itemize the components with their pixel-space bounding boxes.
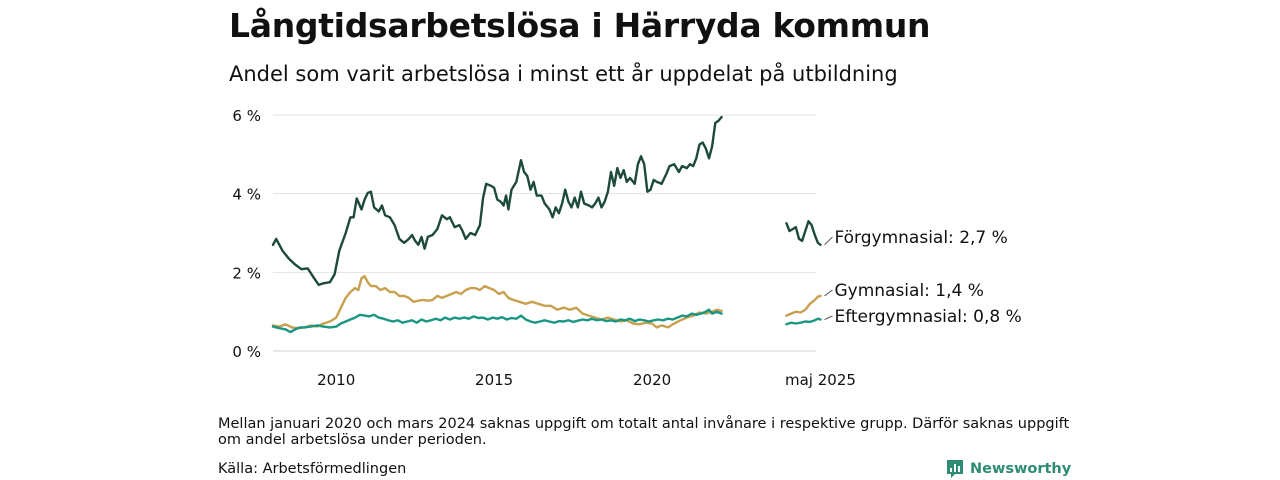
eftergymnasial-line — [271, 308, 723, 334]
brand-logo: Newsworthy — [946, 459, 1071, 479]
source-text: Källa: Arbetsförmedlingen — [218, 461, 407, 477]
x-tick-label: 2020 — [633, 371, 671, 389]
chart-subtitle: Andel som varit arbetslösa i minst ett å… — [229, 62, 898, 86]
eftergymnasial-line — [785, 317, 822, 326]
x-axis: 2010 2015 2020 maj 2025 — [317, 371, 856, 389]
brand-name: Newsworthy — [970, 461, 1072, 477]
gymnasial-label-connector — [824, 289, 833, 297]
förgymnasial-label-connector — [824, 236, 833, 246]
line-chart: 0 % 2 % 4 % 6 % 2010 2015 2020 maj 2025 Förgym… — [232, 107, 1022, 389]
series-lines — [271, 115, 822, 334]
gymnasial-end-label: Gymnasial: 1,4 % — [834, 281, 983, 301]
gymnasial-line — [785, 294, 822, 317]
chart-title: Långtidsarbetslösa i Härryda kommun — [229, 6, 931, 45]
y-tick-label: 6 % — [232, 107, 261, 125]
gymnasial-line — [271, 275, 723, 330]
y-tick-label: 2 % — [232, 264, 261, 282]
x-tick-label: 2010 — [317, 371, 355, 389]
x-tick-label: 2015 — [475, 371, 513, 389]
y-tick-label: 0 % — [232, 343, 261, 361]
y-axis: 0 % 2 % 4 % 6 % — [232, 107, 261, 361]
eftergymnasial-label-connector — [824, 315, 833, 320]
förgymnasial-line — [785, 220, 822, 246]
grid-lines — [273, 114, 816, 352]
series-labels: Förgymnasial: 2,7 % Gymnasial: 1,4 % Efter… — [824, 228, 1022, 327]
x-tick-label: maj 2025 — [785, 371, 856, 389]
footnote: Mellan januari 2020 och mars 2024 saknas… — [218, 416, 1070, 448]
eftergymnasial-end-label: Eftergymnasial: 0,8 % — [834, 307, 1021, 327]
newsworthy-icon — [947, 460, 963, 478]
förgymnasial-line — [271, 115, 723, 287]
förgymnasial-end-label: Förgymnasial: 2,7 % — [834, 228, 1007, 248]
y-tick-label: 4 % — [232, 186, 261, 204]
